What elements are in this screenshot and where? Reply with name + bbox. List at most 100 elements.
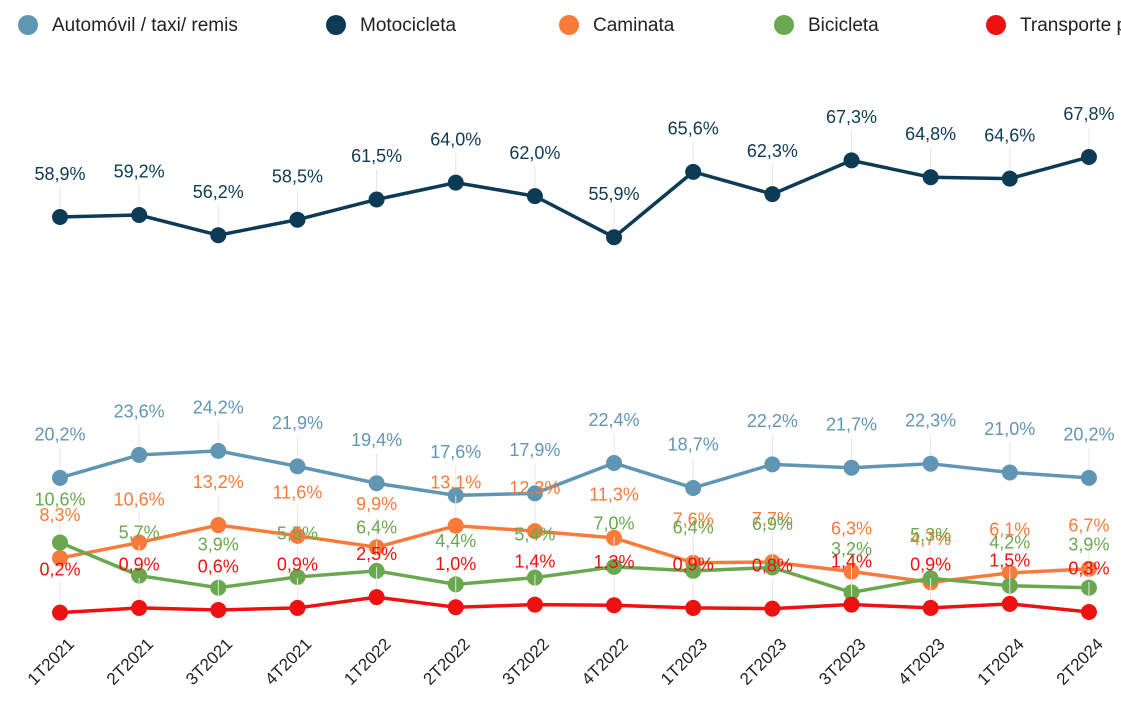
data-label: 6,9% <box>752 514 793 534</box>
data-label: 4,2% <box>989 532 1030 552</box>
data-label: 18,7% <box>668 435 719 455</box>
data-point <box>526 188 543 205</box>
data-label: 55,9% <box>589 184 640 204</box>
data-point <box>52 550 68 567</box>
data-label: 1,5% <box>989 551 1030 571</box>
series-line <box>59 540 1089 595</box>
data-point <box>447 517 464 534</box>
data-point <box>526 596 543 613</box>
series-line <box>59 595 1090 615</box>
data-label: 22,4% <box>589 410 640 430</box>
data-point <box>289 211 306 228</box>
data-point <box>447 487 464 504</box>
data-point <box>368 475 385 492</box>
data-label: 0,9% <box>119 555 160 575</box>
data-point <box>922 455 939 472</box>
data-label: 62,0% <box>509 143 560 163</box>
data-label: 10,6% <box>114 489 165 509</box>
data-point <box>131 567 148 584</box>
data-point <box>922 169 939 186</box>
data-point <box>685 479 702 496</box>
data-point <box>526 523 543 540</box>
x-tick-label: 4T2023 <box>894 635 948 689</box>
data-label: 64,8% <box>905 124 956 144</box>
data-label: 4,4% <box>435 531 476 551</box>
data-label: 2,5% <box>356 544 397 564</box>
data-label: 6,4% <box>673 518 714 538</box>
data-label: 6,7% <box>1068 516 1109 536</box>
data-point <box>52 534 68 551</box>
data-label: 22,3% <box>905 410 956 430</box>
data-point <box>131 534 148 551</box>
data-label: 5,3% <box>910 525 951 545</box>
data-label: 67,8% <box>1063 104 1114 124</box>
x-tick-label: 1T2021 <box>24 635 78 689</box>
data-label: 3,2% <box>831 539 872 559</box>
x-tick-label: 4T2021 <box>261 635 315 689</box>
data-label: 13,1% <box>430 472 481 492</box>
data-label: 0,9% <box>910 555 951 575</box>
data-label: 0,2% <box>39 559 80 579</box>
data-label: 0,9% <box>673 555 714 575</box>
x-tick-label: 1T2022 <box>340 635 394 689</box>
data-point <box>210 442 227 459</box>
data-point <box>368 589 385 606</box>
data-point <box>447 599 464 616</box>
data-point <box>843 152 860 169</box>
data-point <box>764 456 781 473</box>
data-point <box>843 596 860 613</box>
data-label: 64,6% <box>984 125 1035 145</box>
data-label: 65,6% <box>668 119 719 139</box>
data-label: 17,9% <box>509 440 560 460</box>
data-point <box>131 446 148 463</box>
data-label: 56,2% <box>193 182 244 202</box>
data-label: 0,8% <box>752 555 793 575</box>
data-label: 7,6% <box>673 510 714 530</box>
legend-marker <box>559 15 579 35</box>
legend-marker <box>774 15 794 35</box>
data-label: 22,2% <box>747 411 798 431</box>
data-label: 8,3% <box>39 505 80 525</box>
data-label: 7,7% <box>752 509 793 529</box>
data-point <box>447 174 464 191</box>
data-point <box>289 527 306 544</box>
data-point <box>1001 464 1018 481</box>
legend-label: Transporte público <box>1020 15 1121 36</box>
data-point <box>1001 595 1018 612</box>
data-point <box>289 568 306 585</box>
data-label: 58,9% <box>34 164 85 184</box>
data-label: 13,2% <box>193 472 244 492</box>
data-point <box>685 163 702 180</box>
data-point <box>1080 603 1097 620</box>
data-point <box>1001 170 1018 187</box>
data-label: 62,3% <box>747 141 798 161</box>
x-tick-label: 3T2021 <box>182 635 236 689</box>
x-tick-label: 1T2023 <box>657 635 711 689</box>
data-point <box>606 558 623 575</box>
legend-label: Automóvil / taxi/ remis <box>52 15 238 36</box>
data-label: 1,0% <box>435 554 476 574</box>
data-point <box>526 485 543 502</box>
data-label: 64,0% <box>430 129 481 149</box>
data-label: 21,0% <box>984 419 1035 439</box>
data-point <box>289 458 306 475</box>
data-label: 7,0% <box>594 514 635 534</box>
data-label: 58,5% <box>272 166 323 186</box>
legend-marker <box>986 15 1006 35</box>
data-point <box>685 562 702 579</box>
data-label: 1,4% <box>831 551 872 571</box>
data-point <box>1080 469 1097 486</box>
legend-marker <box>18 15 38 35</box>
data-point <box>606 597 623 614</box>
data-point <box>764 186 781 203</box>
data-label: 0,6% <box>198 557 239 577</box>
data-label: 17,6% <box>430 442 481 462</box>
data-point <box>764 600 781 617</box>
data-point <box>52 469 68 486</box>
data-point <box>843 459 860 476</box>
data-point <box>764 559 781 576</box>
x-tick-label: 3T2022 <box>499 635 553 689</box>
data-point <box>922 599 939 616</box>
x-tick-label: 1T2024 <box>974 635 1028 689</box>
